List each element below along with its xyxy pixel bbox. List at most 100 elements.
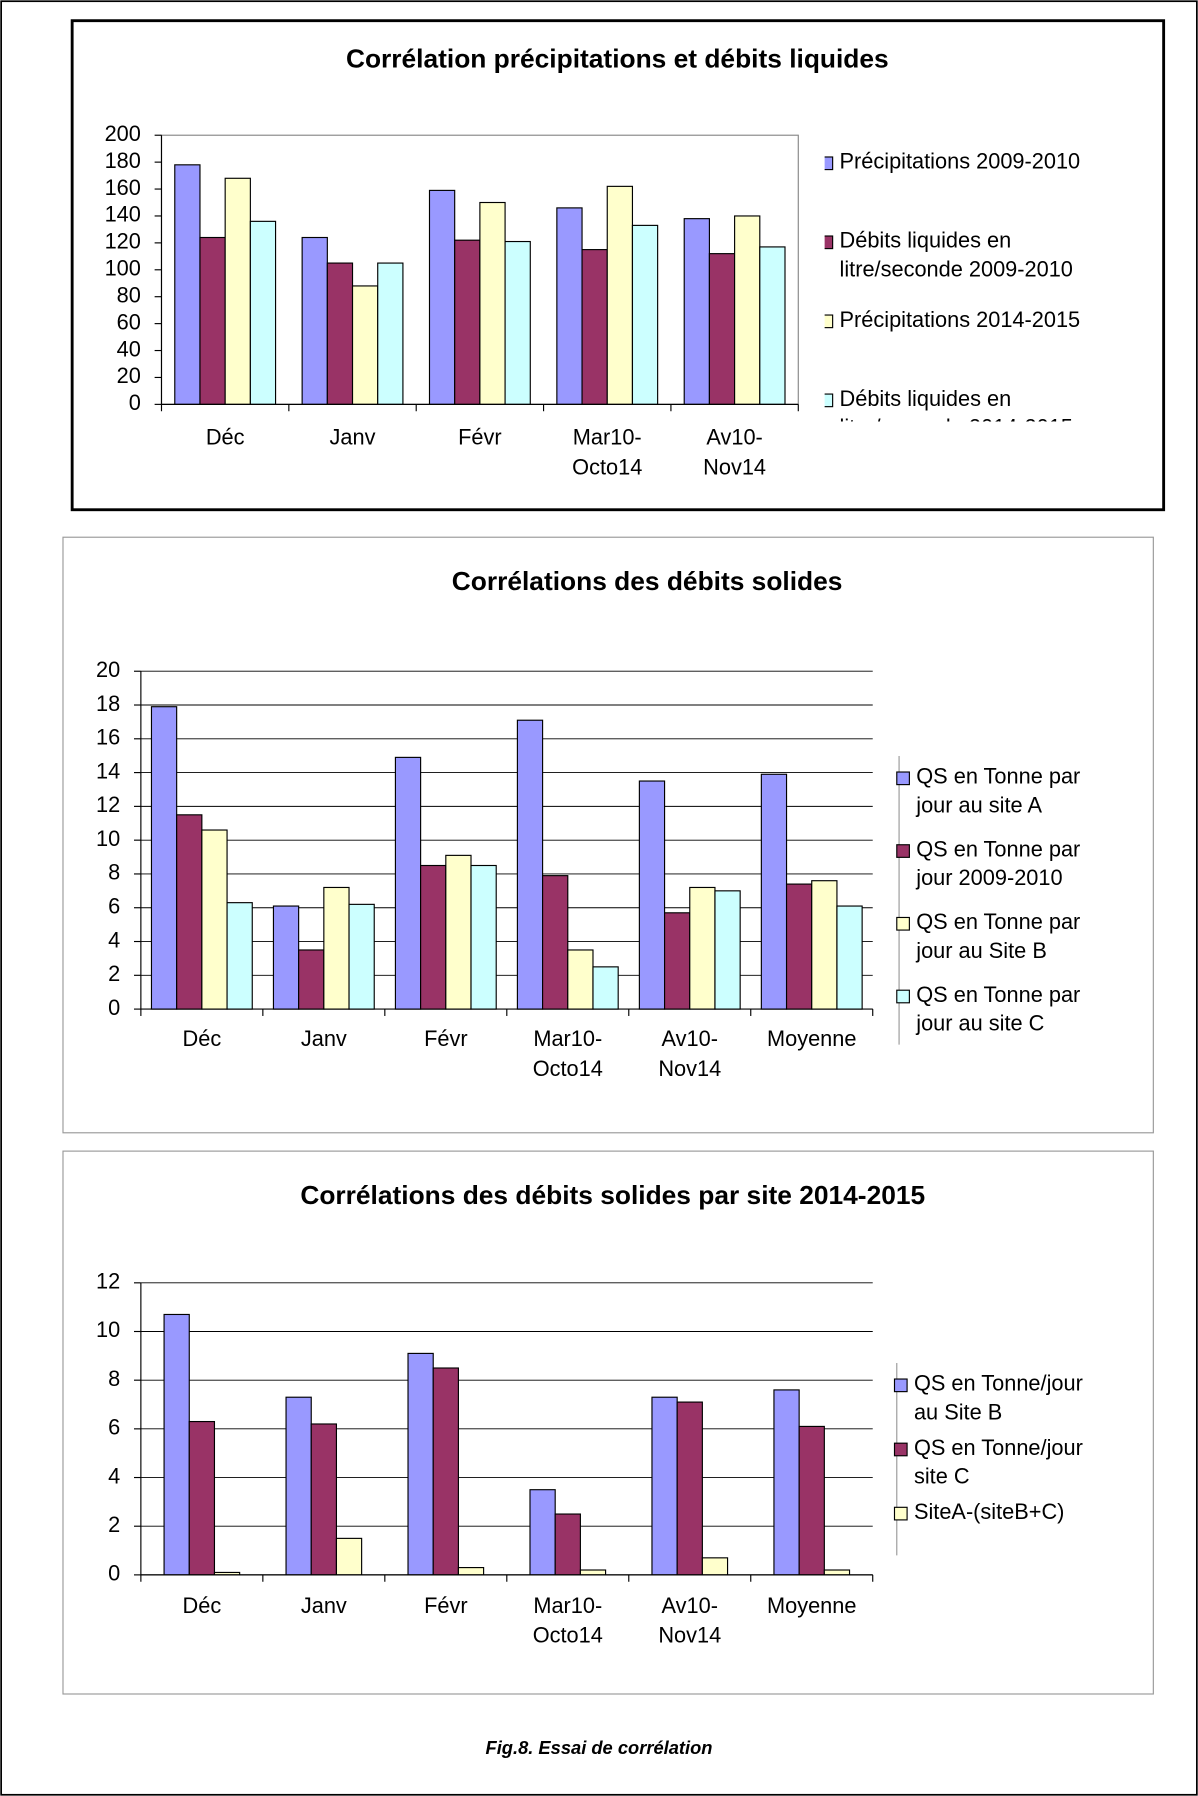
legend-label: QS en Tonne/jour au Site B (914, 1371, 1083, 1425)
bar (326, 262, 354, 405)
bar (773, 1389, 800, 1576)
x-tick-label: Mar10-Octo14 (533, 1593, 603, 1648)
bar (428, 189, 456, 405)
bar (581, 249, 608, 405)
x-tick-label: Janv (330, 424, 376, 449)
bar (249, 220, 277, 405)
bar (556, 207, 583, 405)
bar (445, 854, 472, 1010)
bar (760, 773, 788, 1010)
legend-swatch (893, 1506, 908, 1521)
bar (454, 239, 481, 405)
legend-label: QS en Tonne par jour 2009-2010 (915, 836, 1080, 890)
y-tick-label: 120 (105, 229, 141, 254)
bar (432, 1367, 459, 1576)
x-tick-label: Févr (424, 1593, 468, 1618)
y-tick-label: 6 (108, 893, 120, 918)
bar (823, 1569, 851, 1576)
bar (226, 902, 253, 1010)
x-tick-label: Févr (458, 424, 502, 449)
bar (348, 903, 375, 1010)
legend-swatch (896, 844, 910, 858)
x-tick-label: Moyenne (767, 1026, 856, 1051)
y-tick-label: 6 (108, 1415, 120, 1440)
y-tick-label: 100 (105, 256, 141, 281)
bar (579, 1569, 607, 1576)
bar (285, 1396, 312, 1576)
y-tick-label: 40 (117, 336, 141, 361)
bar (224, 177, 251, 405)
y-tick-label: 0 (129, 390, 141, 415)
bar (199, 236, 226, 405)
legend-label: QS en Tonne/jour site C (914, 1435, 1083, 1489)
legend: Précipitations 2009-2010 Débits liquides … (824, 148, 1081, 422)
bar (394, 756, 422, 1010)
bar (554, 1513, 581, 1576)
legend-swatch (824, 156, 834, 171)
x-tick-label: Févr (424, 1026, 468, 1051)
bar (377, 262, 404, 405)
chart-frame (62, 536, 1154, 1134)
y-tick-label: 60 (117, 309, 141, 334)
bar (638, 780, 666, 1010)
y-tick-label: 0 (108, 1561, 120, 1586)
legend-label: QS en Tonne par jour au Site B (915, 909, 1080, 963)
y-tick-label: 14 (96, 758, 120, 783)
legend-swatch (893, 1378, 908, 1393)
x-tick-label: Moyenne (767, 1593, 856, 1618)
y-tick-label: 2 (108, 961, 120, 986)
bar (836, 905, 863, 1010)
chart-frame (62, 1150, 1154, 1695)
chart-title: Corrélations des débits solides (452, 566, 843, 596)
chart-title: Corrélation précipitations et débits liq… (346, 44, 889, 74)
bar (734, 215, 761, 405)
bar (631, 224, 659, 405)
y-tick-label: 18 (96, 691, 120, 716)
y-tick-label: 180 (105, 148, 141, 173)
bar (592, 966, 619, 1010)
bar (676, 1401, 703, 1576)
bar (708, 253, 736, 405)
y-tick-label: 80 (117, 282, 141, 307)
legend: QS en Tonne/jour au Site B QS en Tonne/jou… (893, 1362, 1083, 1556)
x-tick-label: Av10-Nov14 (658, 1026, 721, 1081)
bar (310, 1423, 338, 1576)
bar (798, 1425, 825, 1576)
bar (407, 1352, 434, 1576)
legend-swatch (824, 314, 834, 329)
bar (663, 912, 691, 1010)
bar (457, 1567, 485, 1576)
y-tick-label: 200 (105, 121, 141, 146)
bar (542, 875, 569, 1010)
bar (176, 814, 203, 1010)
bar (479, 201, 506, 405)
x-tick-label: Mar10-Octo14 (533, 1026, 603, 1081)
bar (759, 246, 786, 405)
x-tick-label: Déc (183, 1026, 222, 1051)
y-tick-label: 8 (108, 1366, 120, 1391)
legend-swatch (824, 393, 834, 408)
x-tick-label: Av10-Nov14 (703, 424, 766, 479)
x-tick-label: Déc (183, 1593, 222, 1618)
bar (174, 164, 201, 405)
legend-swatch (896, 989, 910, 1004)
y-tick-label: 16 (96, 725, 120, 750)
bar (529, 1489, 556, 1576)
bar (351, 285, 379, 405)
bar (516, 719, 544, 1010)
bar (689, 886, 716, 1010)
legend: QS en Tonne par jour au site A QS en Tonne… (896, 755, 1080, 1045)
legend-swatch (824, 235, 834, 250)
bar (323, 886, 350, 1010)
bar (163, 1313, 190, 1576)
legend-label: SiteA-(siteB+C) (914, 1499, 1064, 1524)
bar (150, 706, 178, 1010)
x-tick-label: Déc (206, 424, 245, 449)
bar (606, 185, 634, 405)
legend-label: Précipitations 2009-2010 (840, 148, 1081, 173)
bar (683, 218, 710, 405)
x-tick-label: Janv (301, 1026, 347, 1051)
legend-swatch (893, 1442, 908, 1457)
